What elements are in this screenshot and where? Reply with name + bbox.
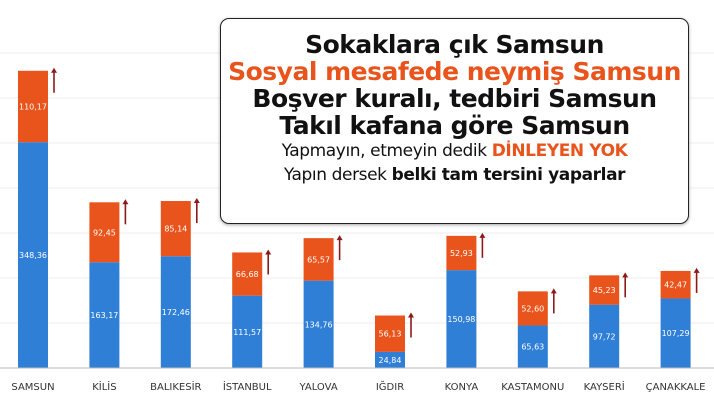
- category-label: KASTAMONU: [501, 382, 564, 393]
- arrow-up-icon: [622, 272, 629, 278]
- value-label: 56,13: [379, 330, 402, 339]
- arrow-up-icon: [122, 199, 129, 205]
- bar-segment-orange: [303, 238, 334, 281]
- bar-segment-orange: [375, 315, 405, 352]
- value-label: 65,57: [307, 255, 330, 264]
- bar-segment-blue: [18, 142, 48, 368]
- category-label: ÇANAKKALE: [646, 382, 706, 393]
- value-label: 110,17: [19, 102, 47, 111]
- bar-segment-blue: [517, 325, 548, 368]
- note-line-2: Yapın dersek belki tam tersini yaparlar: [221, 163, 688, 187]
- bar-segment-orange: [446, 235, 477, 271]
- bar-segment-blue: [589, 304, 620, 368]
- bar-segment-blue: [89, 262, 120, 368]
- value-label: 45,23: [593, 286, 616, 295]
- bar-segment-orange: [517, 291, 548, 326]
- value-label: 172,46: [162, 308, 190, 317]
- value-label: 92,45: [93, 228, 116, 237]
- category-label: KİLİS: [92, 380, 116, 393]
- category-label: İSTANBUL: [223, 380, 272, 393]
- bar-segment-orange: [660, 270, 691, 299]
- bar-segment-blue: [232, 295, 263, 368]
- value-label: 97,72: [593, 332, 616, 341]
- value-label: 150,98: [447, 315, 475, 324]
- category-label: BALIKESİR: [150, 380, 201, 393]
- category-label: KAYSERİ: [584, 380, 625, 393]
- slogan-line-3: Boşver kuralı, tedbiri Samsun: [252, 84, 657, 113]
- value-label: 65,63: [521, 343, 544, 352]
- slogan-line-2: Sosyal mesafede neymiş Samsun: [228, 57, 681, 86]
- value-label: 163,17: [90, 311, 118, 320]
- arrow-up-icon: [550, 288, 557, 294]
- slogan-line-1: Sokaklara çık Samsun: [305, 30, 604, 59]
- slogan-line-4: Takıl kafana göre Samsun: [279, 111, 630, 140]
- bar-segment-blue: [160, 256, 191, 368]
- value-label: 24,84: [379, 356, 402, 365]
- category-label: KONYA: [445, 382, 479, 393]
- bar-segment-blue: [375, 351, 405, 368]
- category-label: IĞDIR: [376, 380, 404, 393]
- value-label: 42,47: [664, 281, 687, 290]
- value-label: 134,76: [305, 320, 333, 329]
- bar-segment-orange: [232, 252, 263, 296]
- bar-segment-orange: [89, 202, 120, 263]
- arrow-up-icon: [265, 249, 272, 255]
- arrow-up-icon: [479, 232, 486, 238]
- arrow-up-icon: [336, 235, 343, 241]
- value-label: 348,36: [19, 251, 47, 260]
- note-line-1-text: Yapmayın, etmeyin dedik: [281, 141, 492, 161]
- bar-segment-blue: [446, 270, 477, 368]
- category-label: SAMSUN: [11, 382, 54, 393]
- value-label: 107,29: [662, 329, 690, 338]
- value-label: 52,93: [450, 249, 473, 258]
- value-label: 85,14: [164, 225, 187, 234]
- arrow-up-icon: [408, 312, 414, 318]
- value-label: 52,60: [521, 304, 544, 313]
- bar-segment-orange: [589, 275, 620, 305]
- value-label: 111,57: [233, 328, 261, 337]
- category-label: YALOVA: [299, 382, 338, 393]
- note-line-1-highlight: DİNLEYEN YOK: [491, 141, 628, 161]
- bar-segment-blue: [303, 280, 334, 368]
- arrow-up-icon: [193, 198, 200, 204]
- arrow-up-icon: [51, 67, 57, 73]
- note-line-2-bold: belki tam tersini yaparlar: [391, 165, 626, 185]
- bar-segment-orange: [160, 201, 191, 257]
- note-line-2-text: Yapın dersek: [283, 165, 392, 185]
- value-label: 66,68: [236, 270, 259, 279]
- bar-segment-blue: [660, 298, 691, 368]
- slogan-box: Sokaklara çık Samsun Sosyal mesafede ney…: [220, 18, 689, 224]
- note-line-1: Yapmayın, etmeyin dedik DİNLEYEN YOK: [221, 139, 688, 163]
- arrow-up-icon: [693, 267, 700, 273]
- bar-segment-orange: [18, 70, 48, 143]
